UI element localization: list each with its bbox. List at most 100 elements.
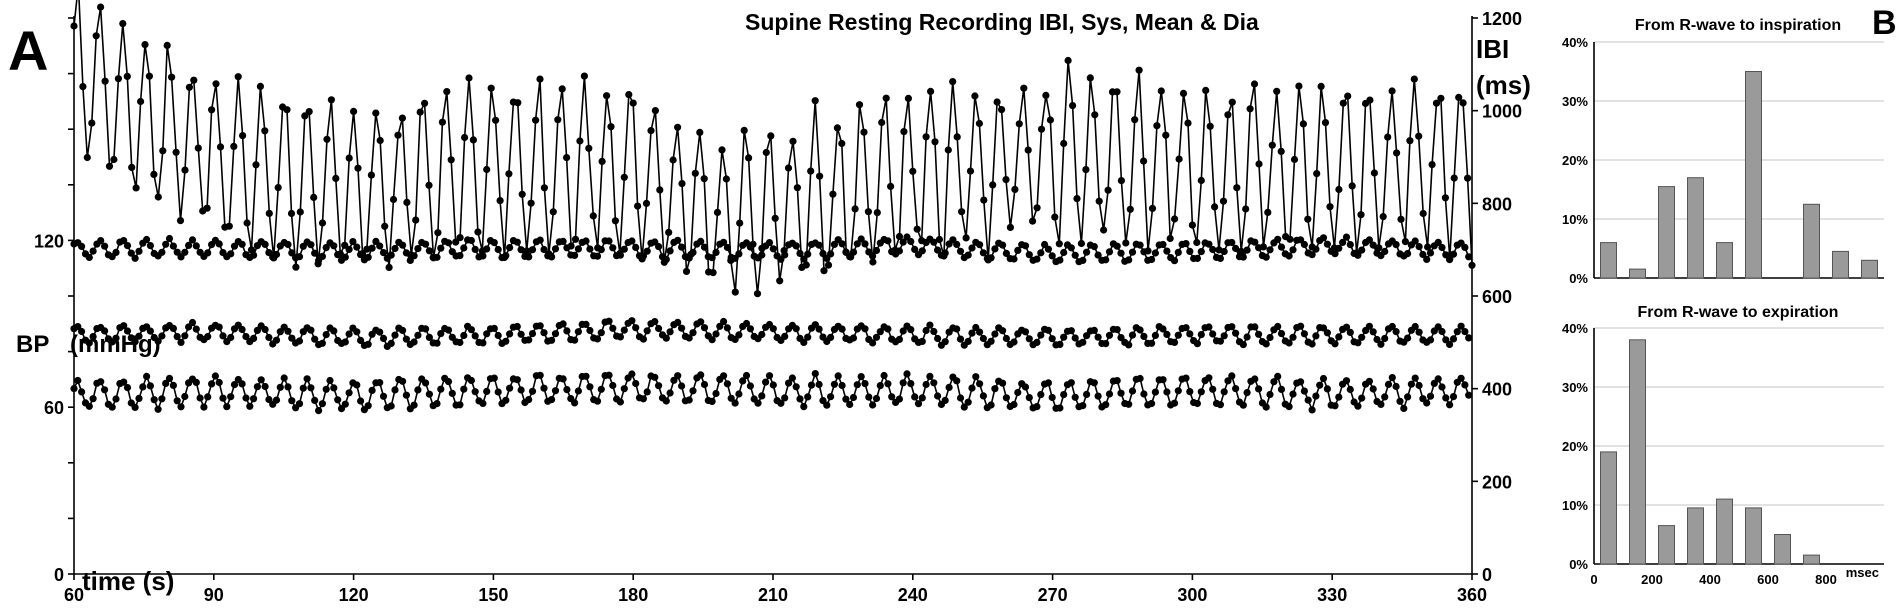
data-point [1323,329,1331,337]
data-point [1426,249,1435,257]
data-point [1415,381,1423,390]
data-point [403,198,411,206]
data-point [215,240,223,248]
data-point [1410,75,1418,83]
data-point [159,147,167,155]
data-point [1274,372,1282,380]
data-point [256,82,264,90]
data-point [869,252,877,260]
data-point [878,118,886,127]
data-point [869,339,877,347]
data-point [169,324,177,332]
data-point [816,172,824,180]
data-point [357,397,365,405]
data-point [1113,242,1121,250]
data-point [987,337,995,345]
data-point [469,136,477,144]
data-point [792,242,800,250]
data-point [257,376,265,384]
data-point [708,254,716,262]
data-point [471,245,479,253]
data-point [471,332,479,340]
data-point [793,184,802,192]
data-point [1135,66,1143,74]
data-point [662,334,670,342]
data-point [811,370,819,378]
data-point [1297,378,1305,386]
data-point [922,380,930,389]
data-point [452,238,460,246]
data-point [838,240,846,248]
data-point [188,318,197,327]
data-point [410,401,418,409]
data-point [1188,221,1196,229]
data-point [284,240,292,249]
data-point [746,382,755,390]
data-point [131,338,139,346]
data-point [165,374,174,382]
data-point [123,384,132,392]
data-point [964,251,972,259]
y-tick-label: 0% [1569,557,1588,572]
data-point [483,245,491,253]
data-point [1193,399,1201,408]
data-point [993,98,1001,106]
data-point [758,392,766,400]
data-point [1033,338,1041,346]
data-point [296,208,304,216]
data-point [746,243,755,251]
series-2 [70,317,1473,350]
data-point [1002,334,1011,343]
data-point [720,317,728,326]
data-point [861,325,869,333]
data-point [1179,89,1188,97]
data-point [1388,87,1396,95]
data-point [261,325,269,334]
data-point [467,326,475,334]
data-point [1025,335,1033,343]
x-tick-label: 360 [1457,585,1487,605]
histogram-x-unit: msec [1846,565,1879,580]
data-point [311,396,319,404]
data-point [735,390,743,398]
data-point [379,249,388,257]
data-point [913,225,921,233]
data-point [1002,176,1010,184]
data-point [1209,245,1217,254]
data-point [1415,243,1423,251]
data-point [1128,248,1137,256]
data-point [945,383,953,391]
data-point [678,243,686,251]
data-point [334,251,342,259]
data-point [536,236,544,244]
data-point [334,396,342,404]
data-point [305,108,313,116]
data-point [1220,247,1228,256]
data-point [1304,215,1312,223]
data-point [796,395,804,403]
data-point [437,385,445,393]
data-point [597,385,605,393]
data-point [697,318,705,326]
data-point [456,252,464,260]
data-point [494,388,502,396]
data-point [479,339,487,347]
data-point [330,327,338,335]
data-point [593,252,602,260]
data-point [502,337,510,345]
x-tick-label: 400 [1699,572,1721,587]
data-point [1151,249,1159,257]
data-point [525,253,533,261]
bar [1745,507,1762,565]
data-point [861,240,869,248]
data-point [1033,255,1041,263]
data-point [781,394,789,402]
data-point [1365,322,1373,330]
data-point [666,328,674,336]
data-point [345,389,353,397]
data-point [1094,333,1102,341]
data-point [1021,242,1030,250]
data-point [685,254,693,262]
data-point [643,327,651,335]
data-point [523,247,531,255]
